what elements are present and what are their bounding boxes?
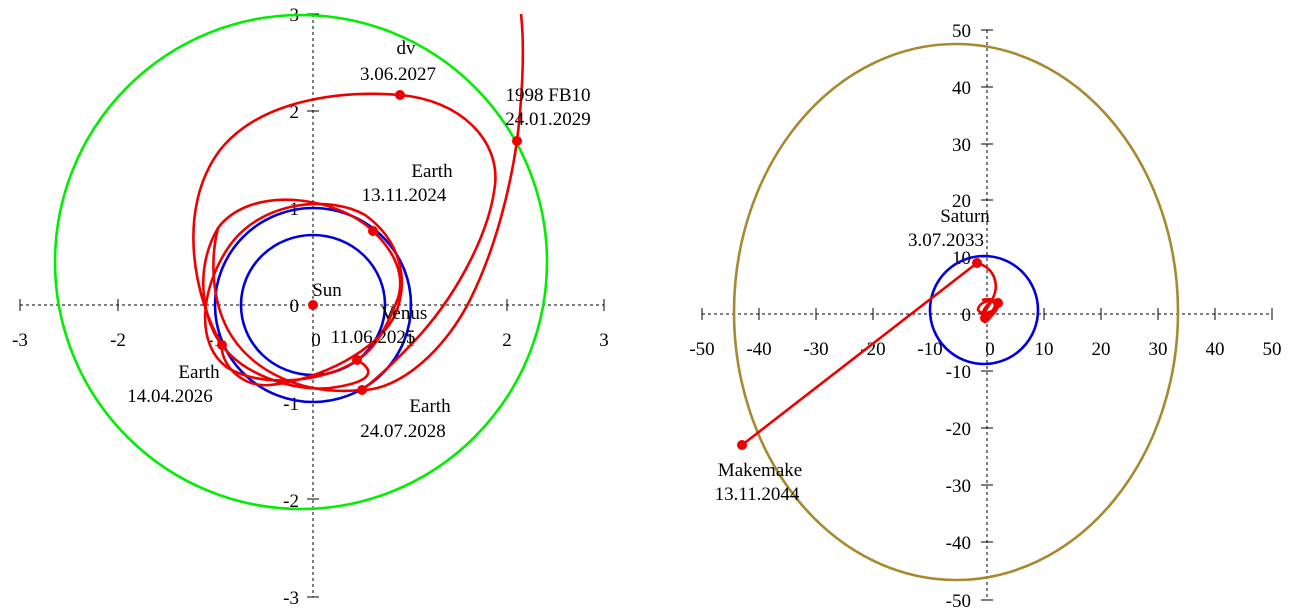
left-y-tick-label: 0 <box>290 296 300 317</box>
inner-marker <box>980 313 990 323</box>
right-x-tick-label: 10 <box>1035 339 1054 360</box>
left-y-tick-label: -3 <box>283 588 299 609</box>
inner-marker <box>993 298 1003 308</box>
earth-flyby-2-marker <box>217 340 227 350</box>
earth-orbit <box>213 206 413 404</box>
right-y-tick-label: -20 <box>946 419 971 440</box>
left-x-tick-label: 3 <box>599 330 609 351</box>
venus-date-label: 11.06.2025 <box>331 327 416 348</box>
dv-date-label: 3.06.2027 <box>360 64 436 85</box>
right-y-tick-label: -10 <box>946 362 971 383</box>
left-y-tick-label: -2 <box>283 491 299 512</box>
trajectory-inner-loops <box>203 202 403 387</box>
saturn-date-label: 3.07.2033 <box>908 230 984 251</box>
earth-flyby-2-label: Earth <box>178 362 220 383</box>
right-y-tick-label: 0 <box>962 305 972 326</box>
trajectory-to-1998fb10 <box>361 140 519 392</box>
earth-flyby-1-label: Earth <box>411 161 453 182</box>
right-y-tick-label: 20 <box>952 191 971 212</box>
venus-label: Venus <box>381 303 427 324</box>
left-x-tick-label: -2 <box>110 330 126 351</box>
earth-flyby-1-date-label: 13.11.2024 <box>362 185 447 206</box>
right-x-tick-label: -20 <box>860 339 885 360</box>
left-panel: -3 -2 -1 0 1 2 3 -3 -2 -1 0 1 2 3 <box>12 5 609 609</box>
trajectory-venus-loop <box>356 230 402 362</box>
earth-flyby-3-date-label: 24.07.2028 <box>360 421 446 442</box>
trajectory-outbound <box>515 13 525 142</box>
makemake-orbit <box>732 42 1180 582</box>
makemake-date-label: 13.11.2044 <box>715 484 800 505</box>
sun-marker <box>308 300 318 310</box>
trajectory-earth-to-venus-b <box>220 344 370 390</box>
saturn-label: Saturn <box>940 206 990 227</box>
left-x-tick-label: 1 <box>405 330 415 351</box>
right-x-tick-label: -30 <box>803 339 828 360</box>
sun-label: Sun <box>312 280 342 301</box>
right-x-tick-label: 30 <box>1149 339 1168 360</box>
earth-flyby-1-marker <box>368 226 378 236</box>
asteroid-orbit <box>53 13 549 511</box>
venus-flyby-marker <box>352 355 362 365</box>
left-x-tick-label: -3 <box>12 330 28 351</box>
trajectory-to-deep-space-maneuver <box>192 92 497 392</box>
right-y-tick-label: -40 <box>946 533 971 554</box>
right-x-tick-label: -10 <box>917 339 942 360</box>
trajectory-saturn-to-makemake <box>741 261 978 447</box>
trajectory-inner-cluster <box>976 297 1000 315</box>
saturn-flyby-marker <box>972 258 982 268</box>
makemake-label: Makemake <box>718 460 802 481</box>
right-x-tick-label: 50 <box>1263 339 1282 360</box>
makemake-arrival-marker <box>737 440 747 450</box>
left-y-tick-label: 2 <box>290 102 300 123</box>
right-y-tick-label: -30 <box>946 476 971 497</box>
right-y-tick-label: 40 <box>952 78 971 99</box>
saturn-orbit <box>928 254 1040 366</box>
dv-marker <box>395 90 405 100</box>
right-panel: -50 -40 -30 -20 -10 0 10 20 30 40 50 -50… <box>689 21 1281 612</box>
trajectory-earth-to-venus-a <box>201 198 374 346</box>
left-x-tick-label: 0 <box>311 330 321 351</box>
trajectory-earth-flyby-arc <box>212 227 363 393</box>
right-x-tick-label: 20 <box>1092 339 1111 360</box>
fb10-date-label: 24.01.2029 <box>505 109 591 130</box>
right-x-tick-label: 40 <box>1206 339 1225 360</box>
right-x-tick-label: 0 <box>985 339 995 360</box>
right-x-tick-label: -40 <box>746 339 771 360</box>
right-y-tick-label: -50 <box>946 591 971 612</box>
earth-flyby-2-date-label: 14.04.2026 <box>127 386 213 407</box>
right-y-tick-label: 50 <box>952 21 971 42</box>
earth-flyby-3-label: Earth <box>409 396 451 417</box>
right-y-tick-label: 30 <box>952 135 971 156</box>
earth-flyby-3-marker <box>357 385 367 395</box>
fb10-marker <box>512 136 522 146</box>
right-x-tick-label: -50 <box>689 339 714 360</box>
fb10-label: 1998 FB10 <box>506 85 591 106</box>
dv-label: dv <box>397 38 417 59</box>
left-x-tick-label: 2 <box>502 330 512 351</box>
